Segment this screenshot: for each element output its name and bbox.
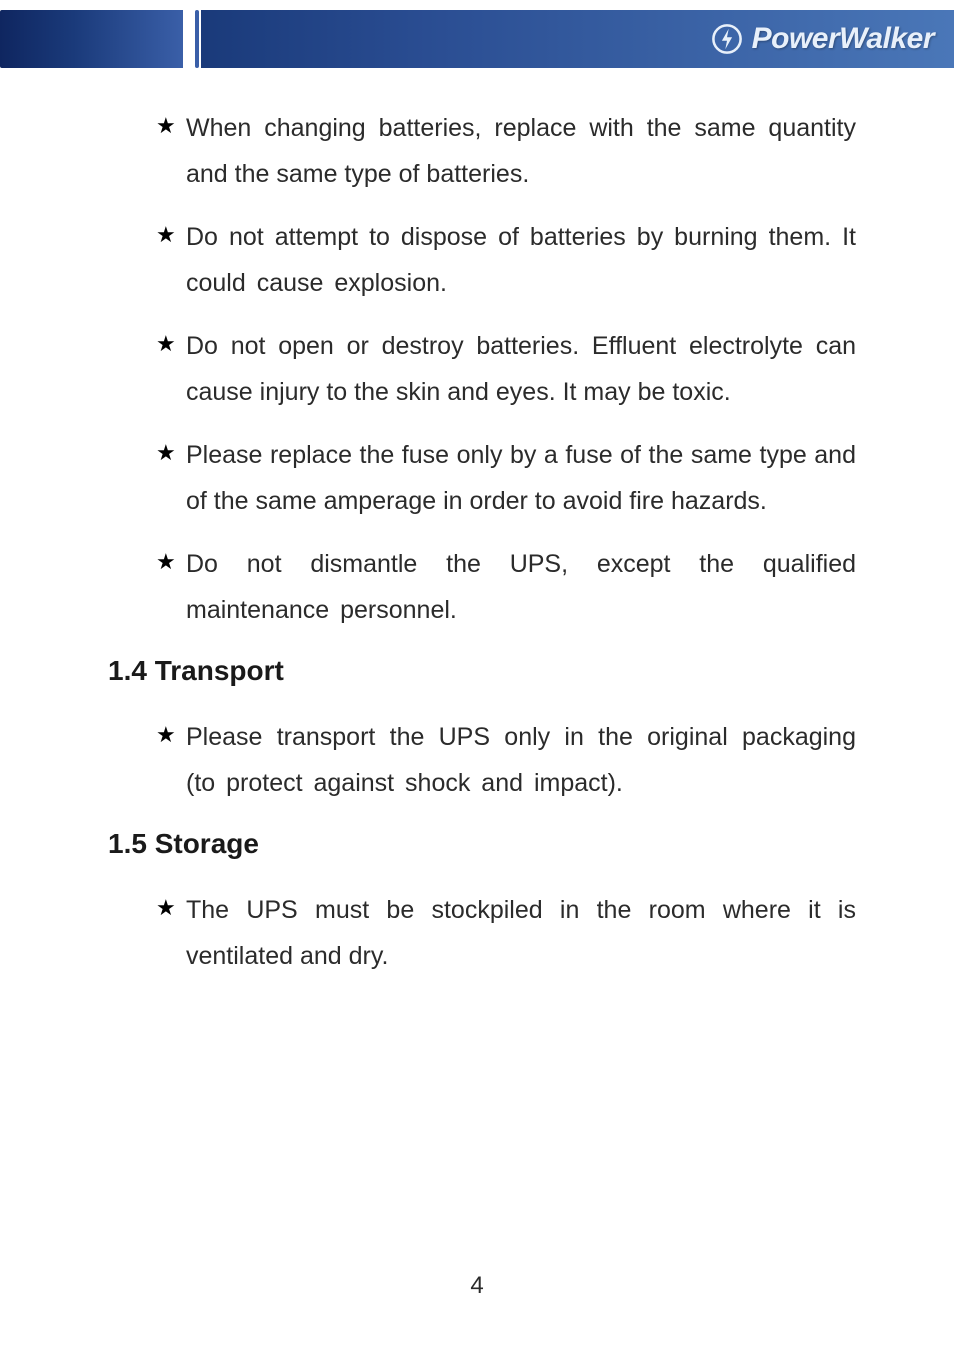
- brand-name: PowerWalker: [752, 22, 934, 56]
- page-header: PowerWalker: [0, 0, 954, 78]
- header-tab-divider: [195, 10, 199, 68]
- section-heading-storage: 1.5 Storage: [108, 828, 856, 860]
- page-number: 4: [0, 1272, 954, 1300]
- transport-bullet-list: Please transport the UPS only in the ori…: [156, 715, 856, 806]
- list-item: Do not attempt to dispose of batteries b…: [156, 215, 856, 306]
- header-banner: PowerWalker: [201, 10, 954, 68]
- power-icon: [710, 22, 744, 56]
- list-item: Please replace the fuse only by a fuse o…: [156, 433, 856, 524]
- list-item: The UPS must be stockpiled in the room w…: [156, 888, 856, 979]
- storage-bullet-list: The UPS must be stockpiled in the room w…: [156, 888, 856, 979]
- page-content: When changing batteries, replace with th…: [0, 78, 954, 979]
- header-tab-left: [0, 10, 183, 68]
- brand-logo: PowerWalker: [710, 22, 934, 56]
- list-item: Do not dismantle the UPS, except the qua…: [156, 542, 856, 633]
- safety-bullet-list: When changing batteries, replace with th…: [156, 106, 856, 633]
- list-item: Please transport the UPS only in the ori…: [156, 715, 856, 806]
- list-item: When changing batteries, replace with th…: [156, 106, 856, 197]
- section-heading-transport: 1.4 Transport: [108, 655, 856, 687]
- list-item: Do not open or destroy batteries. Efflue…: [156, 324, 856, 415]
